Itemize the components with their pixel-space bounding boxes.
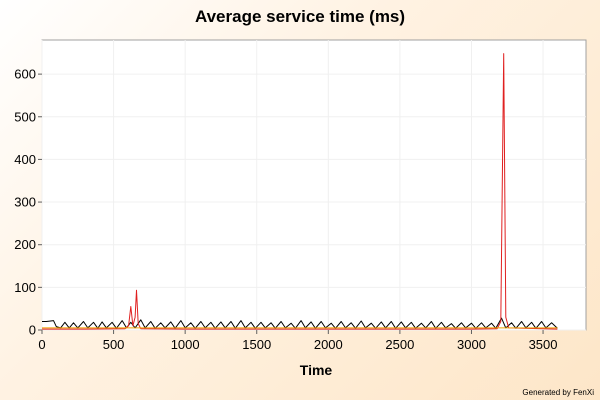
x-tick-label: 1500: [242, 337, 271, 352]
series-group: [42, 53, 558, 330]
y-tick-label: 400: [14, 152, 36, 167]
x-tick-label: 2000: [314, 337, 343, 352]
x-tick-label: 0: [38, 337, 45, 352]
x-tick-label: 3000: [457, 337, 486, 352]
plot-area: [41, 39, 587, 331]
chart-title: Average service time (ms): [194, 7, 406, 26]
series-line-2: [42, 53, 558, 330]
x-tick-label: 500: [103, 337, 125, 352]
x-tick-label: 3500: [529, 337, 558, 352]
footer-credit: Generated by FenXi: [522, 388, 594, 397]
y-tick-label: 0: [29, 323, 36, 338]
y-tick-label: 300: [14, 195, 36, 210]
x-axis-label: Time: [299, 362, 333, 378]
y-tick-label: 500: [14, 109, 36, 124]
grid-lines: [41, 40, 586, 331]
x-tick-label: 1000: [171, 337, 200, 352]
y-tick-label: 100: [14, 280, 36, 295]
axes-group: 0 500 1000 1500 2000 2500 3000 3500 0 100 200 300 40…: [14, 67, 557, 352]
y-tick-label: 600: [14, 67, 36, 82]
y-tick-label: 200: [14, 237, 36, 252]
x-tick-label: 2500: [385, 337, 414, 352]
series-line-1: [42, 317, 558, 329]
